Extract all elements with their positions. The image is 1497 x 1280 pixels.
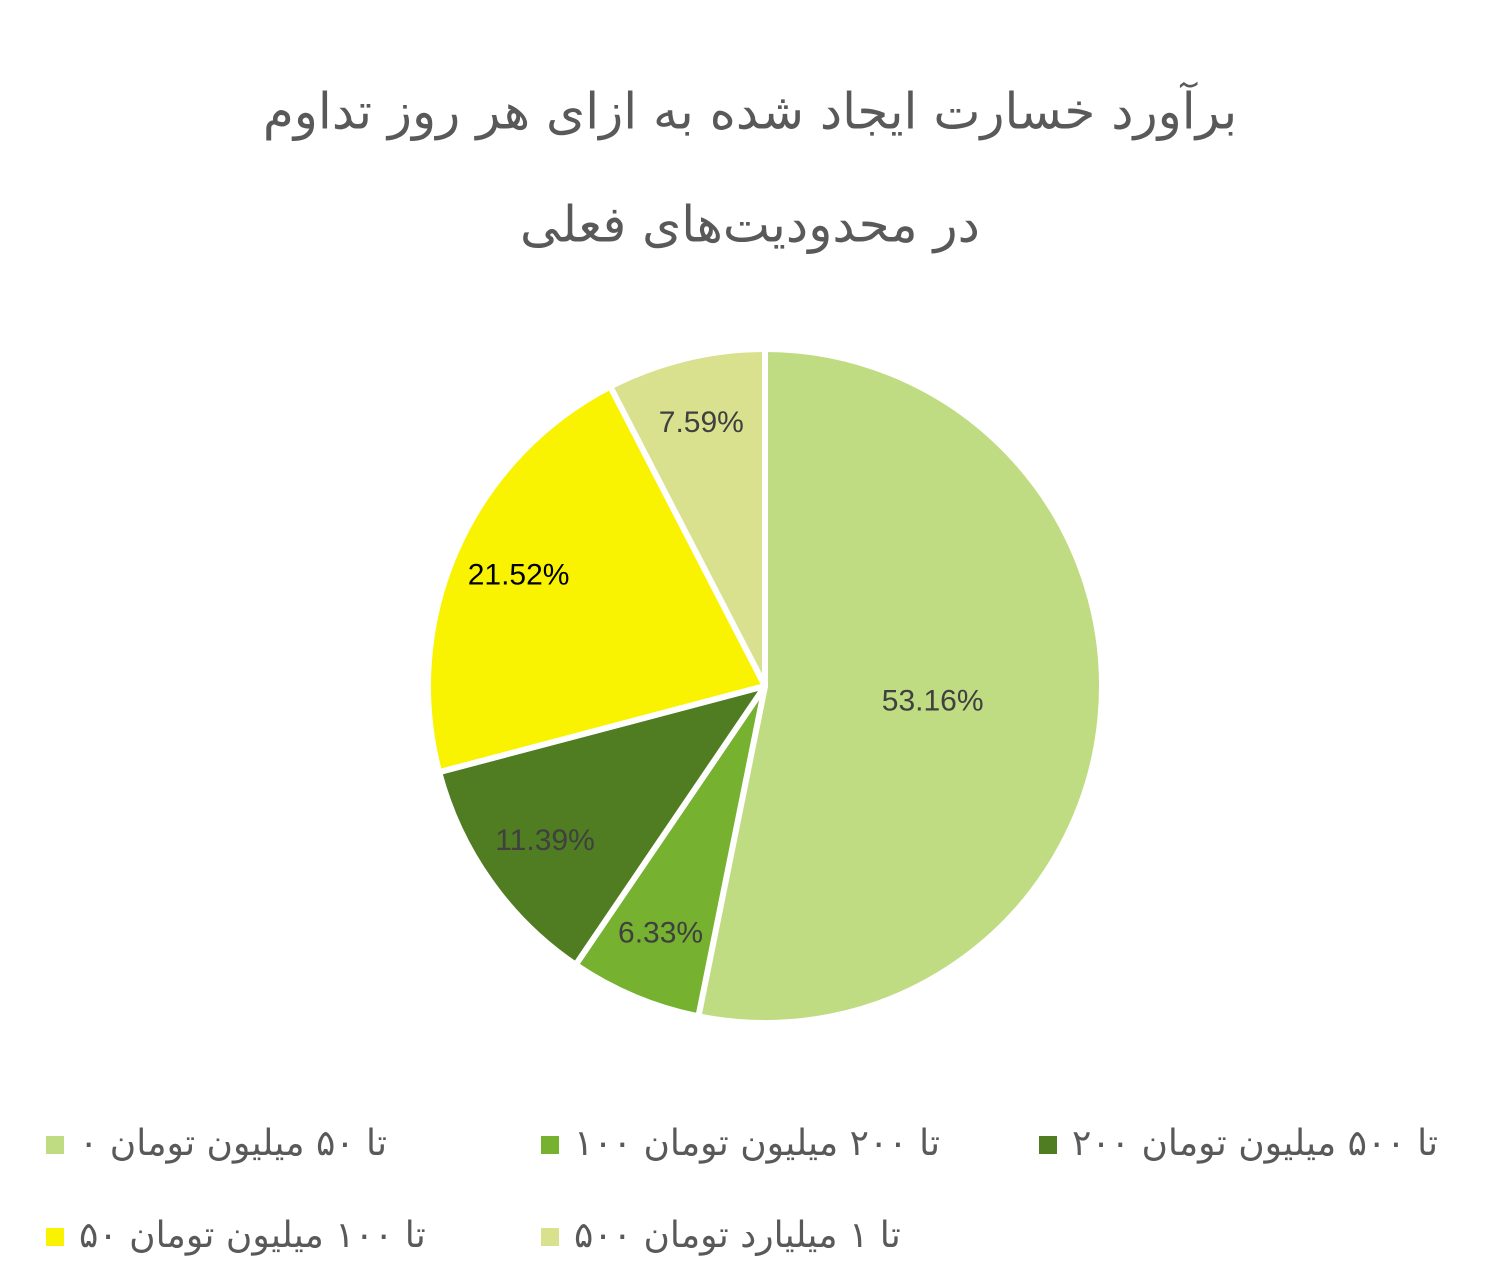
legend-swatch bbox=[541, 1228, 559, 1246]
legend-label: ۵۰ تا ۱۰۰ میلیون تومان bbox=[79, 1215, 426, 1256]
data-label: 7.59% bbox=[659, 406, 744, 439]
pie-slice bbox=[425, 383, 768, 776]
legend-label: ۱۰۰ تا ۲۰۰ میلیون تومان bbox=[574, 1123, 940, 1164]
legend-swatch bbox=[46, 1228, 64, 1246]
legend-label: ۰ تا ۵۰ میلیون تومان bbox=[79, 1123, 387, 1164]
pie-slice bbox=[695, 346, 1105, 1026]
legend-swatch bbox=[46, 1136, 64, 1154]
data-label: 11.39% bbox=[495, 824, 595, 857]
legend-swatch bbox=[1039, 1136, 1057, 1154]
pie-slice bbox=[607, 346, 768, 689]
pie-slice bbox=[436, 683, 768, 968]
chart-title: در محدودیت‌های فعلی bbox=[520, 196, 980, 255]
legend-label: ۵۰۰ تا ۱ میلیارد تومان bbox=[574, 1215, 901, 1256]
data-label: 21.52% bbox=[468, 559, 570, 592]
data-label: 53.16% bbox=[882, 685, 984, 718]
legend-label: ۲۰۰ تا ۵۰۰ میلیون تومان bbox=[1072, 1123, 1438, 1164]
chart-title: برآورد خسارت ایجاد شده به ازای هر روز تد… bbox=[263, 82, 1237, 142]
data-label: 6.33% bbox=[618, 916, 703, 949]
legend-swatch bbox=[541, 1136, 559, 1154]
